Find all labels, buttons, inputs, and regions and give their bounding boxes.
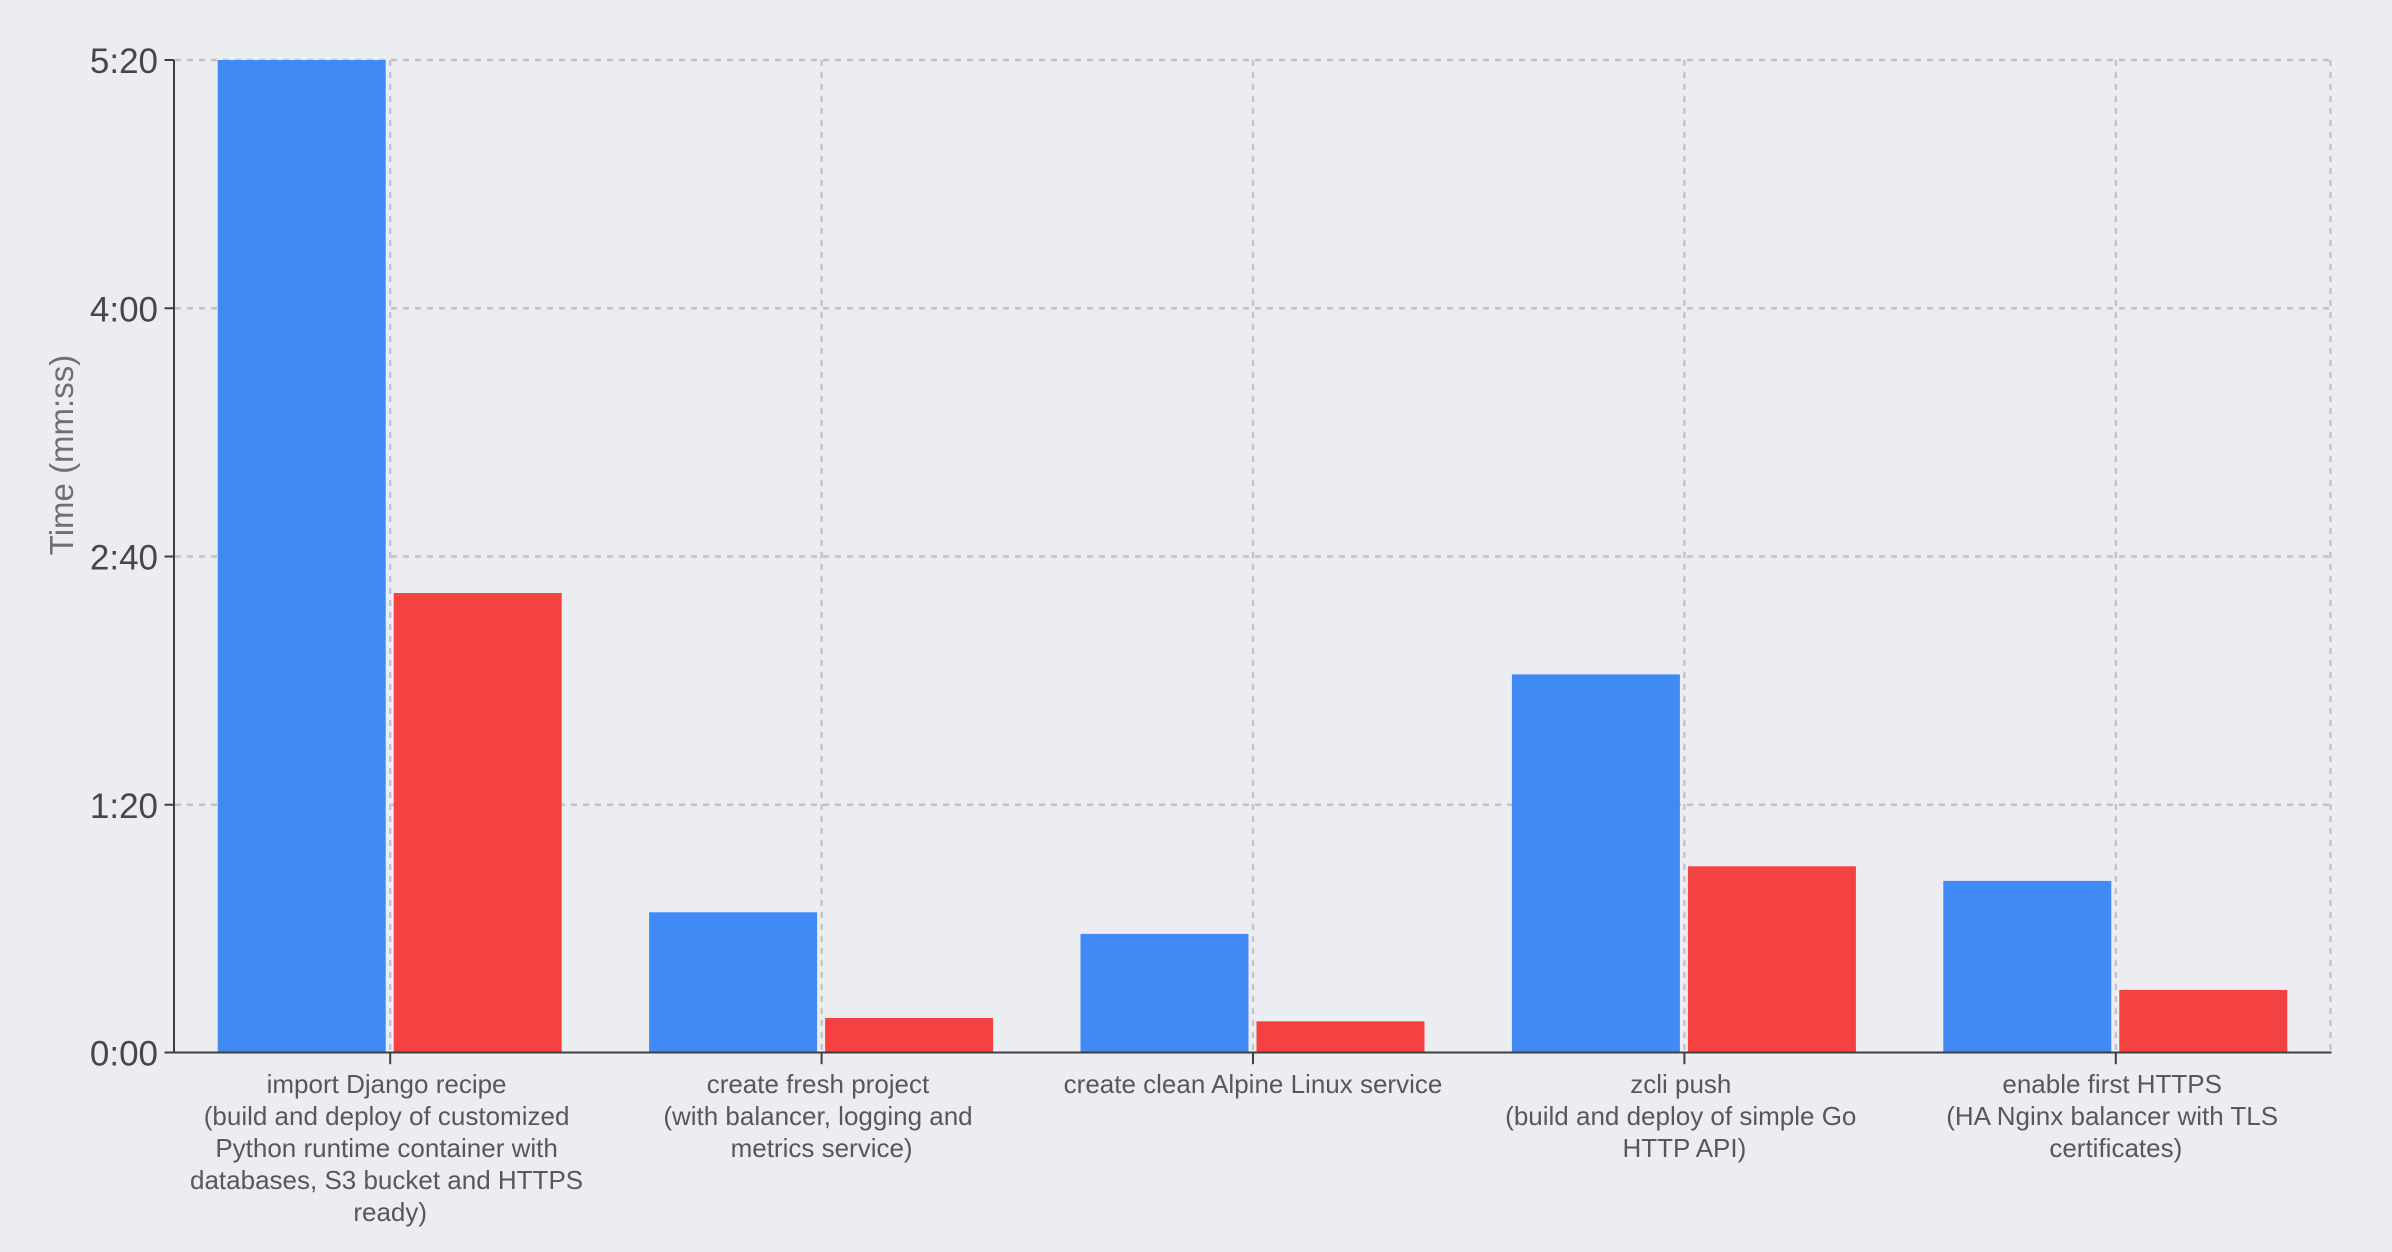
svg-text:Time (mm:ss): Time (mm:ss) xyxy=(43,355,80,555)
svg-text:1:20: 1:20 xyxy=(90,787,158,826)
svg-text:create fresh project (wi: create fresh project (with balancer, log… xyxy=(663,1069,980,1163)
svg-text:0:00: 0:00 xyxy=(90,1035,158,1074)
svg-text:2:40: 2:40 xyxy=(90,539,158,578)
svg-text:import Django recipe (bu: import Django recipe (build and deploy o… xyxy=(190,1069,590,1227)
svg-text:zcli push (build and dep: zcli push (build and deploy of simple Go… xyxy=(1505,1069,1863,1163)
svg-text:4:00: 4:00 xyxy=(90,290,158,329)
svg-text:5:20: 5:20 xyxy=(90,42,158,81)
svg-text:create clean Alpine Linux serv: create clean Alpine Linux service xyxy=(1064,1069,1443,1099)
svg-text:enable first HTTPS (HA N: enable first HTTPS (HA Nginx balancer wi… xyxy=(1946,1069,2285,1163)
